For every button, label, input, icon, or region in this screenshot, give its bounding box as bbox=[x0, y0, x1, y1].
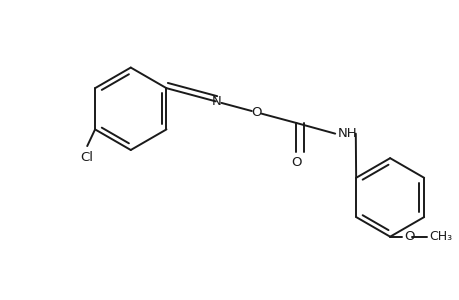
Text: N: N bbox=[211, 95, 221, 108]
Text: O: O bbox=[403, 230, 414, 243]
Text: O: O bbox=[251, 106, 261, 119]
Text: NH: NH bbox=[337, 127, 357, 140]
Text: O: O bbox=[291, 156, 301, 169]
Text: CH₃: CH₃ bbox=[428, 230, 452, 243]
Text: Cl: Cl bbox=[80, 151, 94, 164]
